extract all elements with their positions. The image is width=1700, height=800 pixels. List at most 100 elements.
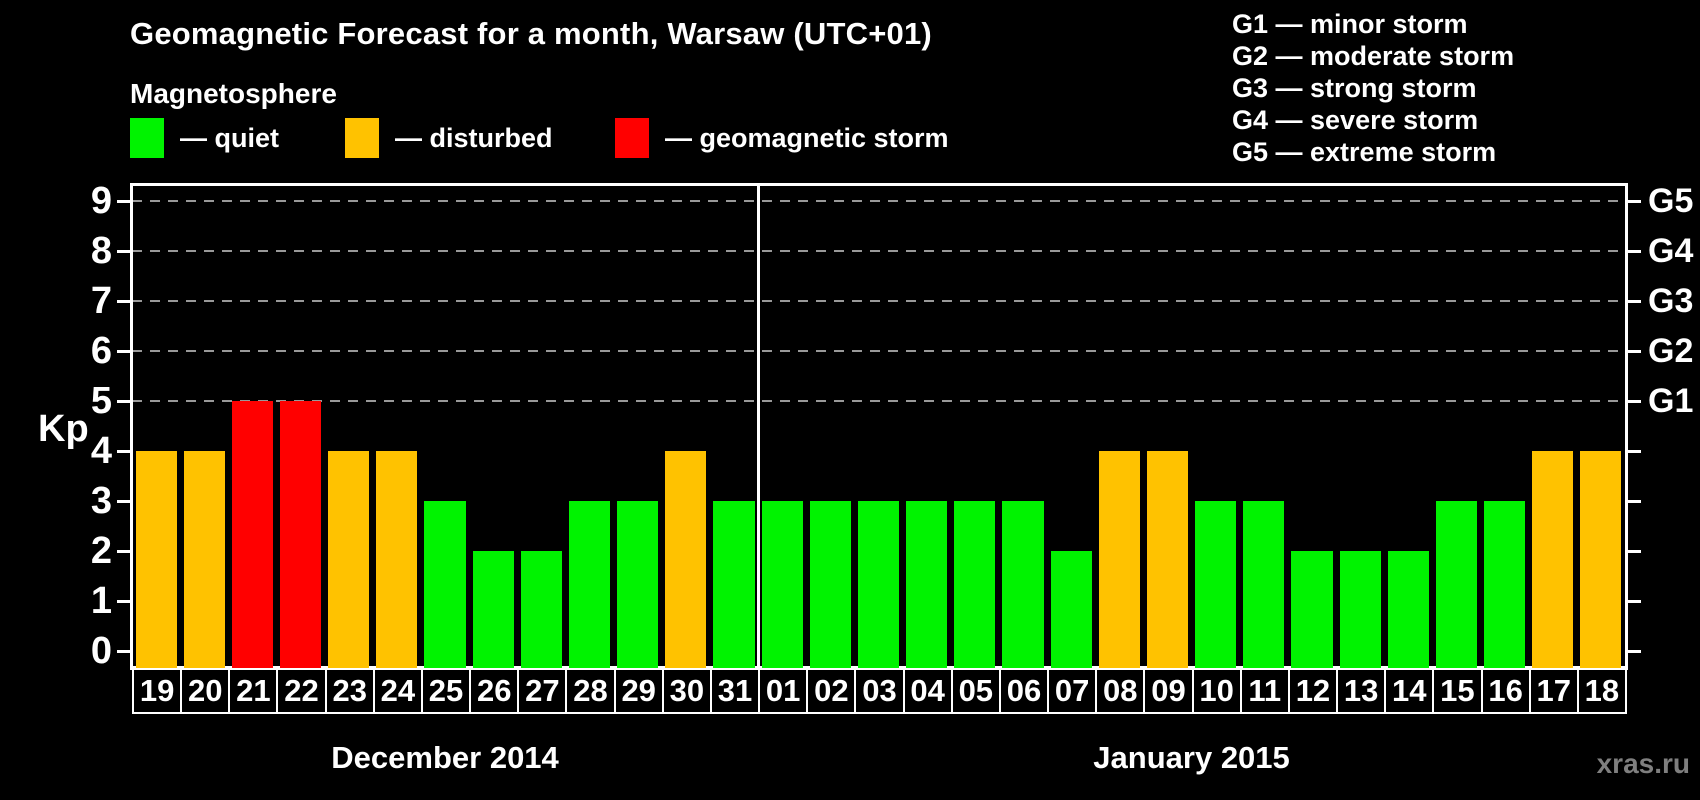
y-tick-left-3 [117,500,130,503]
day-label-30: 30 [661,668,712,714]
day-label-31: 31 [709,668,761,714]
y-tick-right-8 [1628,250,1641,253]
y-tick-right-5 [1628,400,1641,403]
legend-label-disturbed: — disturbed [395,122,553,153]
storm-scale-g3: G3 — strong storm [1232,73,1477,103]
day-label-21: 21 [228,668,279,714]
y-tick-left-1 [117,600,130,603]
day-label-15: 15 [1432,668,1483,714]
bar-day-09 [1146,451,1189,668]
day-label-22: 22 [276,668,327,714]
y-tick-left-7 [117,300,130,303]
bar-day-04 [906,501,948,668]
right-axis-label-g4: G4 [1648,232,1694,270]
bar-day-28 [568,501,611,668]
y-tick-label-2: 2 [90,530,112,572]
y-tick-label-7: 7 [90,280,112,322]
day-label-07: 07 [1047,668,1098,714]
bar-day-29 [617,501,659,668]
day-label-02: 02 [806,668,857,714]
month-divider-line [757,183,761,668]
storm-scale-g5: G5 — extreme storm [1232,137,1497,167]
right-axis-line [1625,183,1628,670]
day-label-16: 16 [1480,668,1531,714]
y-tick-label-1: 1 [90,580,112,622]
month-label-0: December 2014 [331,740,559,775]
legend-item-storm: — geomagnetic storm [615,118,949,158]
storm-scale-g1: G1 — minor storm [1232,9,1468,39]
grid-line-kp-9 [132,200,1625,202]
bar-day-05 [954,501,996,668]
bar-day-03 [857,501,900,668]
y-tick-right-6 [1628,350,1641,353]
day-label-10: 10 [1191,668,1242,714]
day-label-27: 27 [517,668,568,714]
y-tick-right-1 [1628,600,1641,603]
day-label-06: 06 [998,668,1050,714]
day-label-08: 08 [1095,668,1146,714]
quiet-color-swatch [130,118,164,158]
day-label-01: 01 [758,668,809,714]
day-label-09: 09 [1143,668,1194,714]
y-tick-left-8 [117,250,130,253]
watermark: xras.ru [1596,748,1690,779]
y-axis-title: Kp [38,408,89,450]
y-tick-label-5: 5 [90,380,112,422]
bar-day-15 [1435,501,1477,668]
bar-day-11 [1243,501,1285,668]
y-tick-left-9 [117,200,130,203]
y-tick-label-6: 6 [90,330,112,372]
day-label-25: 25 [420,668,472,714]
bar-day-12 [1291,551,1333,668]
bar-day-13 [1339,551,1381,668]
y-tick-left-4 [117,450,130,453]
right-axis-label-g3: G3 [1648,282,1694,320]
day-label-03: 03 [854,668,905,714]
day-label-17: 17 [1528,668,1579,714]
bar-day-18 [1580,451,1622,668]
page-title: Geomagnetic Forecast for a month, Warsaw… [130,16,932,51]
day-label-13: 13 [1336,668,1387,714]
bar-day-30 [665,451,707,668]
day-label-12: 12 [1287,668,1339,714]
y-tick-label-0: 0 [90,630,112,672]
legend-label-storm: — geomagnetic storm [665,122,949,153]
storm-scale-legend: G1 — minor storm G2 — moderate storm G3 … [1232,8,1514,168]
right-axis-label-g5: G5 [1648,182,1694,220]
bar-day-01 [761,501,803,668]
y-tick-right-4 [1628,450,1641,453]
bar-day-16 [1484,501,1526,668]
bar-day-20 [183,451,225,668]
storm-scale-g4: G4 — severe storm [1232,105,1479,135]
bar-day-23 [328,451,370,668]
grid-line-kp-6 [132,350,1625,352]
bar-day-25 [424,501,466,668]
bar-day-06 [1002,501,1044,668]
magnetosphere-label: Magnetosphere [130,78,337,109]
y-axis-line [130,183,133,670]
day-label-26: 26 [469,668,520,714]
bar-day-22 [279,401,322,668]
bar-day-14 [1387,551,1429,668]
bar-day-10 [1195,501,1237,668]
bar-day-27 [520,551,562,668]
y-tick-left-5 [117,400,130,403]
y-tick-right-7 [1628,300,1641,303]
y-tick-right-0 [1628,650,1641,653]
grid-line-kp-7 [132,300,1625,302]
y-tick-label-3: 3 [90,480,112,522]
day-label-20: 20 [180,668,231,714]
y-tick-right-2 [1628,550,1641,553]
storm-color-swatch [615,118,649,158]
y-tick-label-9: 9 [90,180,112,222]
grid-line-kp-8 [132,250,1625,252]
plot-top-border [132,183,1628,186]
day-label-05: 05 [950,668,1001,714]
bar-day-08 [1098,451,1140,668]
right-axis-label-g1: G1 [1648,382,1694,420]
legend-item-quiet: — quiet [130,118,279,158]
day-label-04: 04 [902,668,953,714]
y-tick-left-0 [117,650,130,653]
day-label-18: 18 [1576,668,1627,714]
